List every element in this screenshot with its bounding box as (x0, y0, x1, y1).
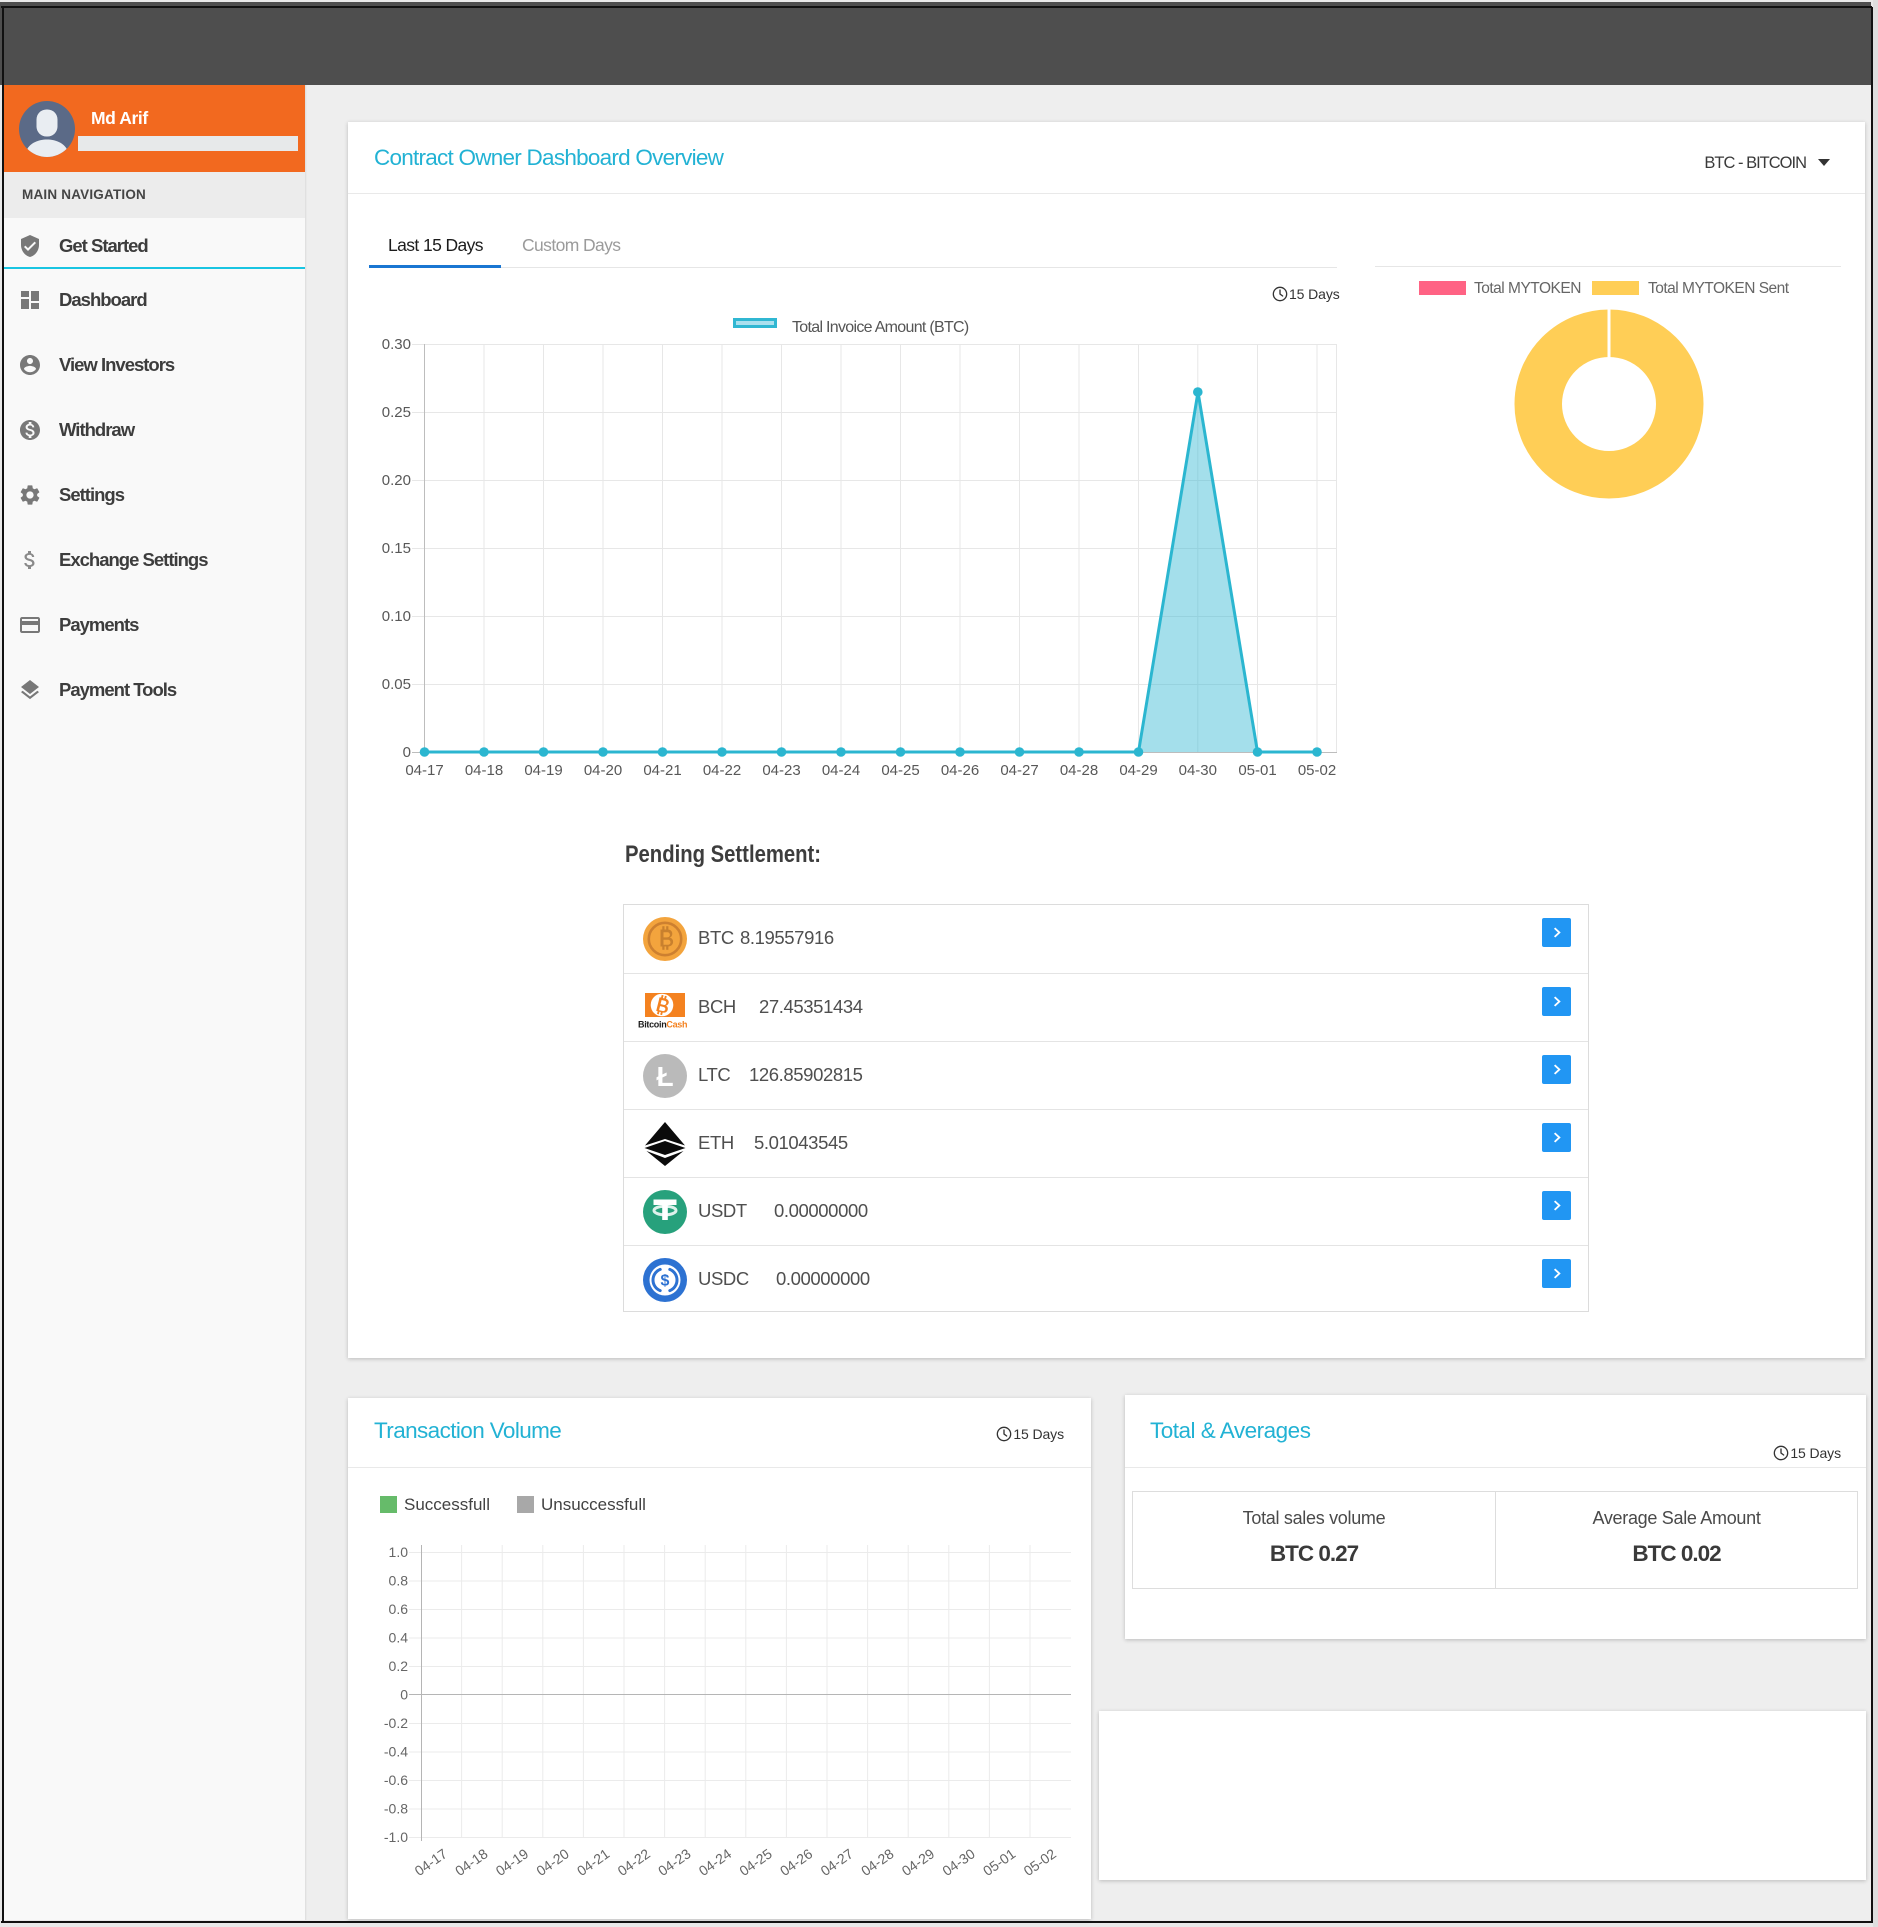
svg-text:0.30: 0.30 (382, 336, 411, 353)
svg-text:04-29: 04-29 (1119, 762, 1157, 779)
svg-text:05-02: 05-02 (1298, 762, 1336, 779)
svg-text:0.25: 0.25 (382, 404, 411, 421)
svg-text:1.0: 1.0 (389, 1544, 409, 1560)
svg-text:BitcoinCash: BitcoinCash (638, 1020, 687, 1030)
svg-text:04-17: 04-17 (405, 762, 443, 779)
svg-text:0.2: 0.2 (389, 1658, 409, 1674)
svg-text:-0.6: -0.6 (384, 1772, 408, 1788)
svg-text:04-18: 04-18 (452, 1845, 491, 1879)
svg-text:05-02: 05-02 (1021, 1845, 1060, 1879)
svg-text:04-18: 04-18 (465, 762, 503, 779)
svg-text:-0.8: -0.8 (384, 1801, 408, 1817)
svg-text:04-25: 04-25 (736, 1845, 775, 1879)
svg-text:0.15: 0.15 (382, 540, 411, 557)
svg-text:04-19: 04-19 (493, 1845, 532, 1879)
svg-text:0.4: 0.4 (389, 1630, 409, 1646)
svg-text:04-28: 04-28 (1060, 762, 1098, 779)
svg-text:0.8: 0.8 (389, 1573, 409, 1589)
svg-text:04-21: 04-21 (643, 762, 681, 779)
svg-text:Ł: Ł (656, 1061, 673, 1092)
svg-text:04-30: 04-30 (1179, 762, 1217, 779)
svg-text:0.10: 0.10 (382, 608, 411, 625)
svg-text:04-26: 04-26 (777, 1845, 816, 1879)
svg-text:04-20: 04-20 (533, 1845, 572, 1879)
svg-text:0.20: 0.20 (382, 472, 411, 489)
svg-text:04-22: 04-22 (703, 762, 741, 779)
svg-text:04-30: 04-30 (939, 1845, 978, 1879)
svg-text:04-21: 04-21 (574, 1845, 613, 1879)
svg-text:04-24: 04-24 (822, 762, 860, 779)
svg-text:04-22: 04-22 (615, 1845, 654, 1879)
svg-text:04-20: 04-20 (584, 762, 622, 779)
svg-text:-1.0: -1.0 (384, 1829, 408, 1845)
svg-text:0.05: 0.05 (382, 676, 411, 693)
svg-text:04-24: 04-24 (696, 1845, 735, 1879)
svg-text:04-23: 04-23 (762, 762, 800, 779)
svg-text:04-25: 04-25 (881, 762, 919, 779)
svg-text:0: 0 (400, 1687, 408, 1703)
svg-text:04-23: 04-23 (655, 1845, 694, 1879)
svg-text:0.6: 0.6 (389, 1601, 409, 1617)
svg-text:04-29: 04-29 (899, 1845, 938, 1879)
svg-text:-0.2: -0.2 (384, 1715, 408, 1731)
svg-text:04-27: 04-27 (1000, 762, 1038, 779)
svg-text:05-01: 05-01 (980, 1845, 1019, 1879)
svg-text:04-17: 04-17 (412, 1845, 451, 1879)
svg-text:04-27: 04-27 (818, 1845, 857, 1879)
svg-text:-0.4: -0.4 (384, 1744, 408, 1760)
svg-text:04-28: 04-28 (858, 1845, 897, 1879)
svg-text:$: $ (661, 1273, 670, 1290)
svg-text:04-26: 04-26 (941, 762, 979, 779)
svg-text:0: 0 (403, 744, 411, 761)
svg-text:05-01: 05-01 (1238, 762, 1276, 779)
svg-text:04-19: 04-19 (524, 762, 562, 779)
